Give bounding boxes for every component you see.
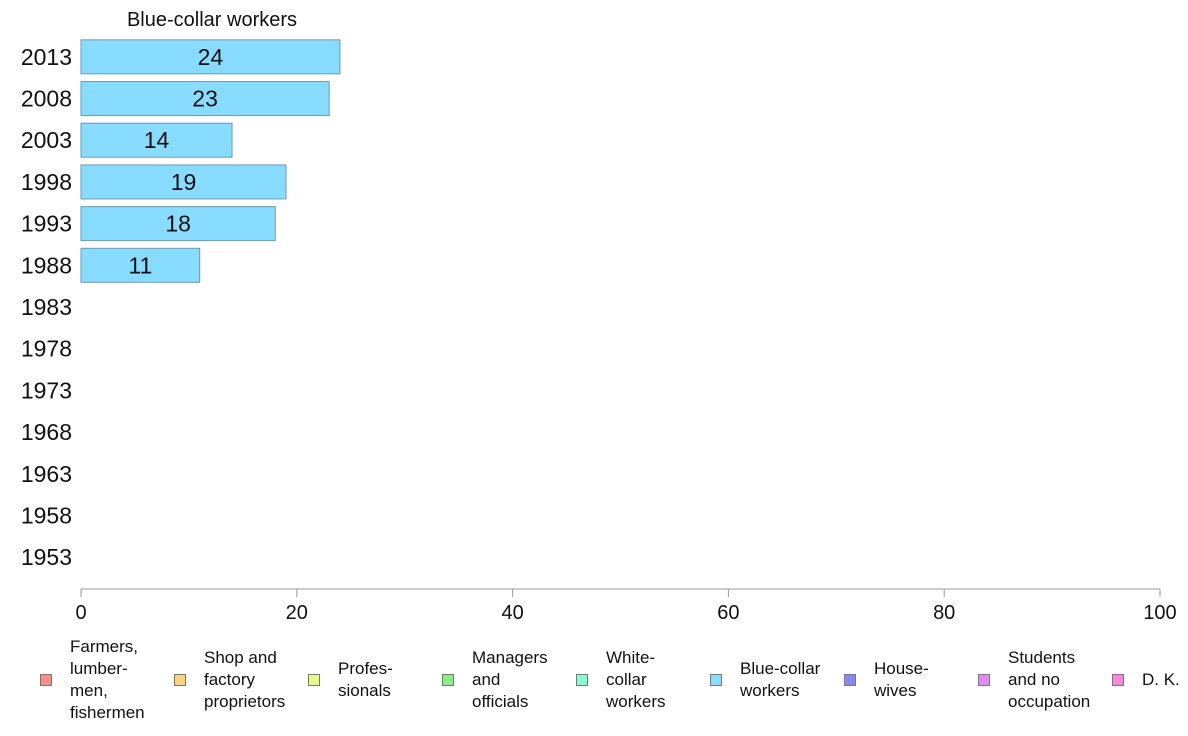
legend-swatch	[308, 674, 320, 686]
y-tick-label: 1993	[21, 211, 72, 237]
bar	[80, 39, 341, 75]
y-tick-label: 1998	[21, 169, 72, 195]
bar-value-label: 23	[192, 86, 218, 112]
legend-label: House- wives	[874, 659, 929, 700]
bar-value-label: 19	[171, 169, 197, 195]
legend-label: Profes- sionals	[338, 659, 393, 700]
bar-value-label: 14	[144, 127, 170, 153]
x-axis: 0 20 40 60 80 100	[75, 588, 1177, 624]
legend-swatch	[710, 674, 722, 686]
y-tick-label: 1968	[21, 419, 72, 445]
bar	[80, 122, 233, 158]
legend-swatch	[1112, 674, 1124, 686]
x-tick-label: 20	[286, 602, 308, 624]
legend-label: White- collar workers	[606, 648, 666, 711]
y-tick-label: 2013	[21, 44, 72, 70]
legend-item: White- collar workers	[576, 647, 666, 713]
bar	[80, 81, 330, 117]
legend-label: Farmers, lumber- men, fishermen	[70, 637, 145, 722]
legend-item: Blue-collar workers	[710, 658, 820, 702]
bar	[80, 164, 287, 200]
legend-swatch	[40, 674, 52, 686]
legend-label: Blue-collar workers	[740, 659, 821, 700]
legend-item: Managers and officials	[442, 647, 548, 713]
x-tick-label: 0	[75, 602, 86, 624]
legend-swatch	[442, 674, 454, 686]
y-tick-label: 1963	[21, 461, 72, 487]
legend-item: Shop and factory proprietors	[174, 647, 285, 713]
y-tick-label: 1973	[21, 377, 72, 403]
bar-value-label: 24	[198, 44, 224, 70]
legend-item: Farmers, lumber- men, fishermen	[40, 636, 145, 724]
x-tick-label: 100	[1143, 602, 1176, 624]
y-tick-label: 1983	[21, 294, 72, 320]
bar	[80, 206, 276, 242]
y-tick-label: 1978	[21, 336, 72, 362]
x-tick-label: 40	[501, 602, 523, 624]
x-tick-label: 60	[717, 602, 739, 624]
legend-item: Students and no occupation	[978, 647, 1090, 713]
legend-swatch	[978, 674, 990, 686]
legend: Farmers, lumber- men, fishermen Shop and …	[0, 637, 1188, 730]
legend-swatch	[844, 674, 856, 686]
y-axis-labels: 2013 2008 2003 1998 1993 1988 1983 1978 1973 1968…	[21, 44, 72, 570]
y-tick-label: 1958	[21, 502, 72, 528]
panel-title: Blue-collar workers	[127, 9, 297, 31]
bar-value-label: 18	[165, 211, 191, 237]
legend-item: Profes- sionals	[308, 658, 393, 702]
x-tick-label: 80	[933, 602, 955, 624]
bar	[80, 247, 201, 283]
bar-value-label: 11	[128, 252, 152, 278]
legend-item: House- wives	[844, 658, 929, 702]
legend-swatch	[174, 674, 186, 686]
y-tick-label: 2003	[21, 127, 72, 153]
y-tick-label: 1988	[21, 252, 72, 278]
legend-label: Students and no occupation	[1008, 648, 1091, 711]
legend-label: Shop and factory proprietors	[204, 648, 286, 711]
legend-item: D. K.	[1112, 669, 1180, 691]
legend-label: D. K.	[1142, 670, 1180, 689]
y-tick-label: 1953	[21, 544, 72, 570]
legend-label: Managers and officials	[472, 648, 548, 711]
y-tick-label: 2008	[21, 86, 72, 112]
legend-swatch	[576, 674, 588, 686]
